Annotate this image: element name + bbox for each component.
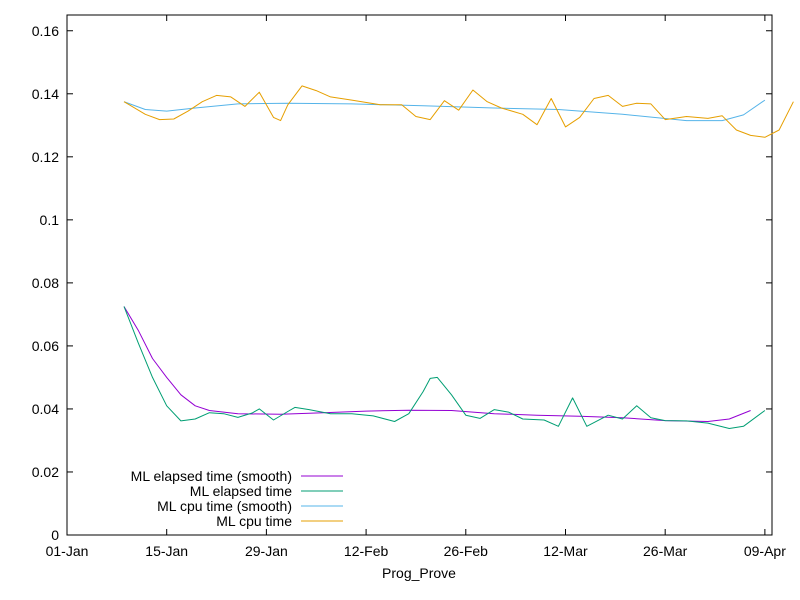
y-tick-label: 0.16: [32, 23, 59, 39]
x-tick-label: 12-Feb: [344, 543, 389, 559]
legend: ML elapsed time (smooth)ML elapsed timeM…: [131, 468, 343, 529]
series-line-2: [123, 306, 766, 429]
y-tick-label: 0.04: [32, 401, 59, 417]
legend-label: ML cpu time: [216, 513, 292, 529]
series-line-4: [123, 85, 794, 138]
ticks-layer: 0 0.02 0.04 0.06 0.08 0.1 0.12 0.14 0.16 01-Jan 15…: [32, 15, 786, 559]
x-axis-title: Prog_Prove: [382, 565, 456, 581]
legend-label: ML elapsed time (smooth): [131, 468, 292, 484]
x-tick-label: 15-Jan: [145, 543, 188, 559]
series-line-3: [123, 99, 766, 122]
y-tick-label: 0.1: [40, 212, 60, 228]
plot-border: [66, 14, 773, 536]
x-tick-label: 29-Jan: [245, 543, 288, 559]
y-tick-label: 0.06: [32, 338, 59, 354]
legend-label: ML elapsed time: [190, 483, 292, 499]
y-tick-label: 0.12: [32, 149, 59, 165]
x-tick-label: 12-Mar: [543, 543, 588, 559]
x-tick-label: 01-Jan: [46, 543, 89, 559]
series-layer: [123, 85, 794, 429]
x-tick-label: 26-Feb: [444, 543, 489, 559]
y-tick-label: 0.08: [32, 275, 59, 291]
y-tick-label: 0.14: [32, 86, 59, 102]
y-tick-label: 0: [51, 527, 59, 543]
series-line-1: [123, 306, 751, 422]
legend-label: ML cpu time (smooth): [157, 498, 292, 514]
x-tick-label: 09-Apr: [744, 543, 786, 559]
y-tick-label: 0.02: [32, 464, 59, 480]
x-tick-label: 26-Mar: [643, 543, 688, 559]
